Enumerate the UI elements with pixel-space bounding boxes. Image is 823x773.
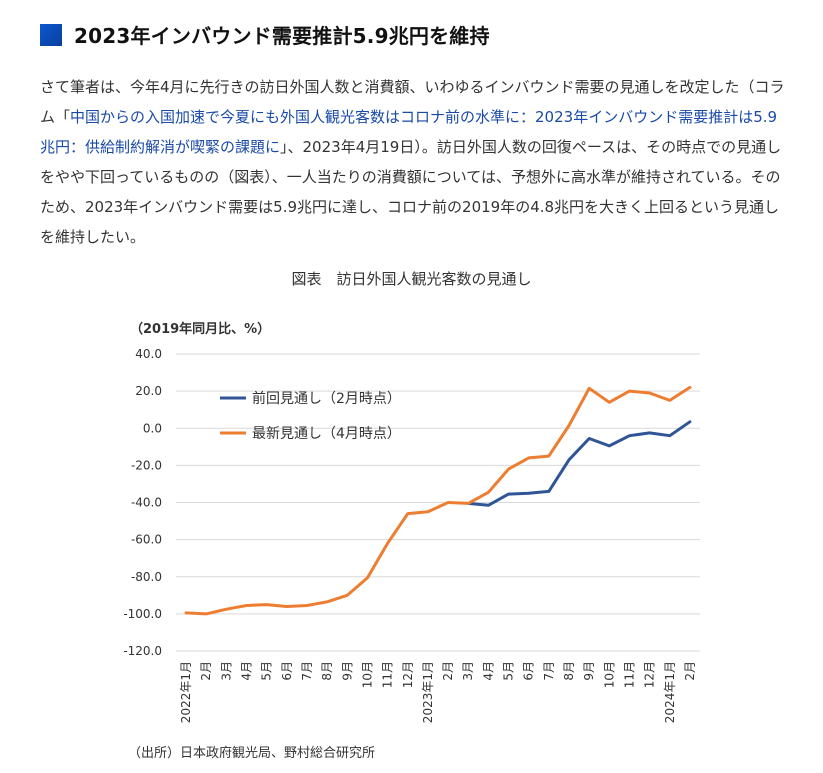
page-title: 2023年インバウンド需要推計5.9兆円を維持 bbox=[74, 24, 490, 48]
article-text-after: 」、2023年4月19日）。訪日外国人数の回復ペースは、その時点での見通しをやや… bbox=[40, 138, 782, 246]
y-tick-label: -60.0 bbox=[131, 533, 162, 547]
y-tick-label: -20.0 bbox=[131, 458, 162, 472]
x-tick-label: 4月 bbox=[481, 661, 495, 681]
source-note: （出所）日本政府観光局、野村総合研究所 bbox=[128, 746, 376, 761]
y-tick-label: 0.0 bbox=[143, 421, 162, 435]
x-tick-label: 8月 bbox=[562, 661, 576, 681]
square-icon bbox=[40, 23, 62, 46]
x-tick-label: 2024年1月 bbox=[663, 661, 677, 723]
x-tick-label: 9月 bbox=[582, 661, 596, 681]
chart-title: 図表 訪日外国人観光客数の見通し bbox=[291, 270, 532, 288]
y-tick-label: 20.0 bbox=[135, 384, 162, 398]
x-tick-label: 7月 bbox=[300, 661, 314, 681]
legend-label: 最新見通し（4月時点） bbox=[252, 426, 401, 442]
section-heading: 2023年インバウンド需要推計5.9兆円を維持 bbox=[40, 20, 490, 49]
x-tick-label: 4月 bbox=[240, 661, 254, 681]
x-tick-label: 6月 bbox=[280, 661, 294, 681]
legend-label: 前回見通し（2月時点） bbox=[252, 390, 401, 407]
x-tick-label: 11月 bbox=[381, 661, 395, 688]
x-tick-label: 8月 bbox=[320, 661, 334, 681]
x-tick-label: 3月 bbox=[219, 661, 233, 681]
y-tick-label: -100.0 bbox=[123, 607, 162, 621]
x-tick-label: 2月 bbox=[199, 661, 213, 681]
column-link[interactable]: 中国からの入国加速で今夏にも外国人観光客数はコロナ前の水準に：2023年インバウ… bbox=[40, 108, 778, 156]
x-tick-label: 5月 bbox=[260, 661, 274, 681]
y-tick-label: 40.0 bbox=[135, 347, 162, 361]
article-paragraph: さて筆者は、今年4月に先行きの訪日外国人数と消費額、いわゆるインバウンド需要の見… bbox=[40, 72, 790, 252]
x-tick-label: 5月 bbox=[502, 661, 516, 681]
x-tick-label: 2022年1月 bbox=[179, 661, 193, 723]
x-tick-label: 3月 bbox=[461, 661, 475, 681]
y-axis-unit-label: （2019年同月比、%） bbox=[130, 322, 271, 337]
x-tick-label: 11月 bbox=[622, 661, 636, 688]
y-tick-label: -40.0 bbox=[131, 496, 162, 510]
y-tick-label: -120.0 bbox=[123, 644, 162, 658]
article-text-before: さて筆者は、今年4月に先行きの訪日外国人数と消費額、いわゆるインバウンド需要の見… bbox=[40, 78, 785, 126]
series-line-1 bbox=[466, 420, 692, 507]
x-tick-label: 12月 bbox=[401, 661, 415, 688]
x-tick-label: 2月 bbox=[683, 661, 697, 681]
x-tick-label: 7月 bbox=[542, 661, 556, 681]
x-tick-label: 9月 bbox=[340, 661, 354, 681]
y-tick-label: -80.0 bbox=[131, 570, 162, 584]
x-tick-label: 10月 bbox=[360, 661, 374, 688]
x-tick-label: 10月 bbox=[602, 661, 616, 688]
x-tick-label: 12月 bbox=[643, 661, 657, 688]
x-tick-label: 6月 bbox=[522, 661, 536, 681]
x-tick-label: 2月 bbox=[441, 661, 455, 681]
x-tick-label: 2023年1月 bbox=[421, 661, 435, 723]
series-line-2 bbox=[184, 385, 692, 616]
